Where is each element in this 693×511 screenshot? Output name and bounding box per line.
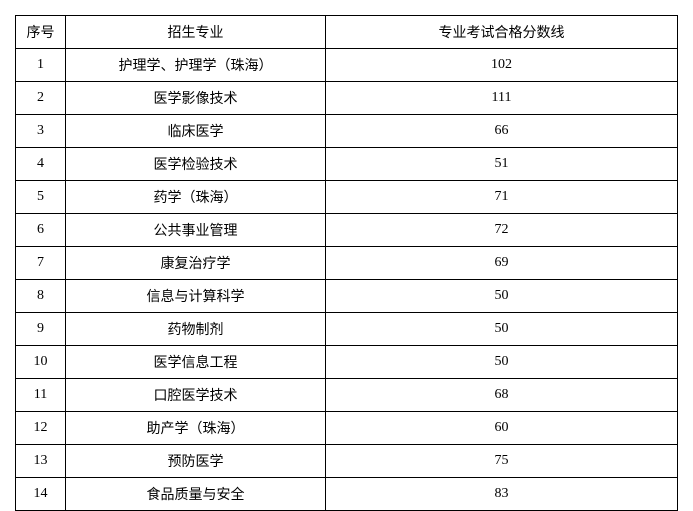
cell-score: 50 (326, 346, 678, 379)
cell-score: 66 (326, 115, 678, 148)
header-major: 招生专业 (66, 16, 326, 49)
table-row: 13预防医学75 (16, 445, 678, 478)
table-row: 4医学检验技术51 (16, 148, 678, 181)
cell-seq: 11 (16, 379, 66, 412)
header-row: 序号 招生专业 专业考试合格分数线 (16, 16, 678, 49)
cell-seq: 13 (16, 445, 66, 478)
score-table: 序号 招生专业 专业考试合格分数线 1护理学、护理学（珠海）102 2医学影像技… (15, 15, 678, 511)
header-seq: 序号 (16, 16, 66, 49)
cell-score: 102 (326, 49, 678, 82)
cell-seq: 6 (16, 214, 66, 247)
cell-score: 68 (326, 379, 678, 412)
cell-major: 口腔医学技术 (66, 379, 326, 412)
cell-major: 临床医学 (66, 115, 326, 148)
cell-score: 50 (326, 313, 678, 346)
cell-seq: 8 (16, 280, 66, 313)
table-row: 6公共事业管理72 (16, 214, 678, 247)
cell-major: 食品质量与安全 (66, 478, 326, 511)
table-row: 10医学信息工程50 (16, 346, 678, 379)
cell-score: 75 (326, 445, 678, 478)
table-row: 1护理学、护理学（珠海）102 (16, 49, 678, 82)
table-row: 7康复治疗学69 (16, 247, 678, 280)
table-row: 12助产学（珠海）60 (16, 412, 678, 445)
cell-seq: 5 (16, 181, 66, 214)
cell-seq: 10 (16, 346, 66, 379)
cell-major: 康复治疗学 (66, 247, 326, 280)
cell-major: 公共事业管理 (66, 214, 326, 247)
cell-seq: 7 (16, 247, 66, 280)
cell-score: 83 (326, 478, 678, 511)
table-row: 5药学（珠海）71 (16, 181, 678, 214)
cell-seq: 4 (16, 148, 66, 181)
cell-major: 信息与计算科学 (66, 280, 326, 313)
cell-seq: 14 (16, 478, 66, 511)
cell-major: 医学信息工程 (66, 346, 326, 379)
cell-score: 69 (326, 247, 678, 280)
table-row: 3临床医学66 (16, 115, 678, 148)
cell-major: 预防医学 (66, 445, 326, 478)
cell-seq: 12 (16, 412, 66, 445)
cell-major: 药学（珠海） (66, 181, 326, 214)
table-body: 1护理学、护理学（珠海）102 2医学影像技术111 3临床医学66 4医学检验… (16, 49, 678, 511)
cell-seq: 3 (16, 115, 66, 148)
table-row: 9药物制剂50 (16, 313, 678, 346)
table-row: 11口腔医学技术68 (16, 379, 678, 412)
header-score: 专业考试合格分数线 (326, 16, 678, 49)
cell-major: 药物制剂 (66, 313, 326, 346)
table-row: 14食品质量与安全83 (16, 478, 678, 511)
table-header: 序号 招生专业 专业考试合格分数线 (16, 16, 678, 49)
cell-major: 助产学（珠海） (66, 412, 326, 445)
cell-major: 医学影像技术 (66, 82, 326, 115)
cell-score: 50 (326, 280, 678, 313)
table-row: 8信息与计算科学50 (16, 280, 678, 313)
cell-score: 71 (326, 181, 678, 214)
cell-score: 51 (326, 148, 678, 181)
cell-seq: 9 (16, 313, 66, 346)
cell-score: 111 (326, 82, 678, 115)
cell-score: 72 (326, 214, 678, 247)
cell-major: 护理学、护理学（珠海） (66, 49, 326, 82)
cell-score: 60 (326, 412, 678, 445)
table-row: 2医学影像技术111 (16, 82, 678, 115)
cell-seq: 2 (16, 82, 66, 115)
cell-seq: 1 (16, 49, 66, 82)
cell-major: 医学检验技术 (66, 148, 326, 181)
